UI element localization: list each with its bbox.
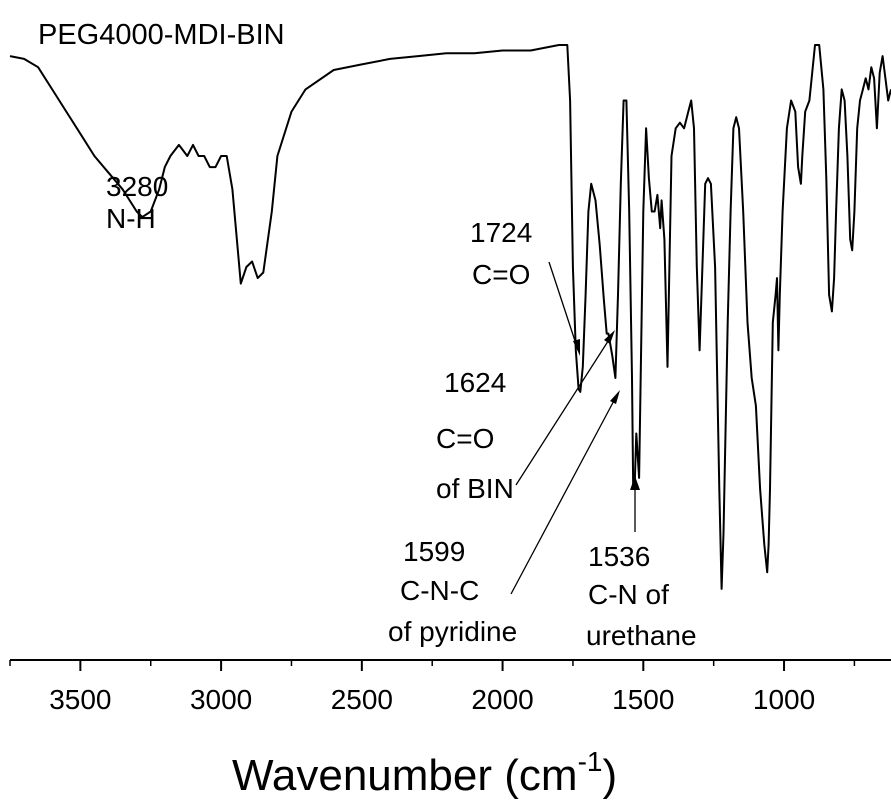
x-ticks: 3500 3000 2500 2000 1500 1000 <box>9 660 856 715</box>
annotation-1624-line3: of BIN <box>436 473 514 504</box>
annotation-1599-line2: C-N-C <box>400 575 479 606</box>
chart-title: PEG4000-MDI-BIN <box>38 19 285 51</box>
annotation-1536-line2: C-N of <box>588 579 669 610</box>
arrow-1536-head <box>630 476 640 490</box>
annotation-1624-line2: C=O <box>436 423 494 454</box>
annotation-1599-line3: of pyridine <box>388 616 517 647</box>
annotation-1624: 1624 C=O of BIN <box>436 367 514 504</box>
arrow-1599-head <box>610 390 620 404</box>
arrow-1624-line <box>515 334 613 486</box>
x-axis-title: Wavenumber (cm-1) <box>232 746 617 800</box>
x-tick-label-3500: 3500 <box>49 684 111 715</box>
x-axis-title-main: Wavenumber (cm <box>232 751 578 800</box>
arrow-1624-head <box>604 330 615 344</box>
x-tick-label-1500: 1500 <box>612 684 674 715</box>
arrow-1599-line <box>510 394 618 595</box>
annotation-1536: 1536 C-N of urethane <box>586 541 697 651</box>
annotation-1536-line3: urethane <box>586 620 697 651</box>
x-tick-label-3000: 3000 <box>190 684 252 715</box>
x-axis: 3500 3000 2500 2000 1500 1000 <box>9 659 891 715</box>
annotation-1724: 1724 C=O <box>470 217 540 290</box>
x-tick-label-2500: 2500 <box>331 684 393 715</box>
annotation-1599: 1599 C-N-C of pyridine <box>388 536 517 647</box>
annotation-1624-line1: 1624 <box>444 367 506 398</box>
x-axis-title-close: ) <box>602 751 617 800</box>
annotation-1599-line1: 1599 <box>403 536 465 567</box>
plot-area <box>9 44 891 590</box>
arrow-1724-head <box>573 339 580 356</box>
x-tick-label-1000: 1000 <box>753 684 815 715</box>
annotation-1724-line2: C=O <box>472 259 530 290</box>
spectrum-line <box>9 44 891 590</box>
annotations: 3280 N-H 1724 C=O 1624 C=O of BIN 1599 C… <box>106 171 697 651</box>
annotation-3280-line1: 3280 <box>106 171 168 202</box>
annotation-1724-line1: 1724 <box>470 217 532 248</box>
x-tick-label-2000: 2000 <box>471 684 533 715</box>
x-axis-title-superscript: -1 <box>578 746 603 777</box>
arrow-1724-line <box>548 261 579 351</box>
annotation-3280: 3280 N-H <box>106 171 176 234</box>
annotation-3280-line2: N-H <box>106 203 156 234</box>
annotation-1536-line1: 1536 <box>588 541 650 572</box>
